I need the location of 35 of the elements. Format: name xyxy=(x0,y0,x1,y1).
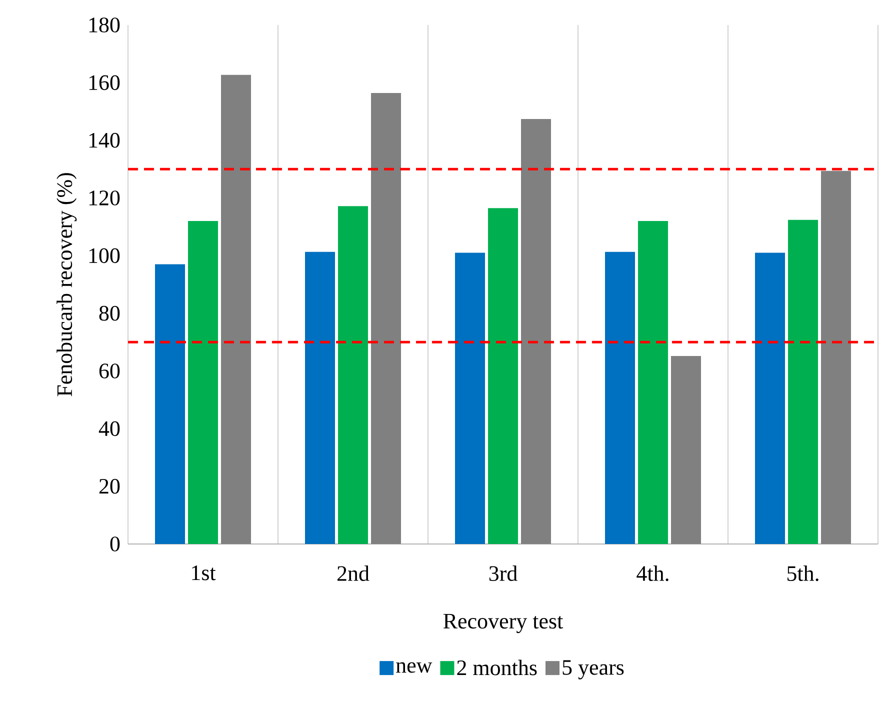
x-tick-label: 3rd xyxy=(489,566,518,582)
x-tick-label: 2nd xyxy=(337,566,370,582)
bar xyxy=(155,264,186,544)
bar xyxy=(488,208,518,544)
y-tick-label: 160 xyxy=(89,75,120,90)
bar xyxy=(221,74,252,544)
legend-label: new xyxy=(396,662,432,673)
y-tick-label: 60 xyxy=(99,364,120,378)
bar xyxy=(605,252,636,544)
x-axis-title: Recovery test xyxy=(443,614,564,634)
bar xyxy=(521,118,552,544)
y-tick-label: 120 xyxy=(89,190,120,206)
y-tick-label: 40 xyxy=(98,421,120,436)
y-tick-label: 80 xyxy=(99,306,120,321)
bar xyxy=(638,221,668,544)
bar xyxy=(821,170,852,544)
y-tick-label: 100 xyxy=(89,248,120,264)
x-tick-label: 1st xyxy=(192,566,216,580)
bar xyxy=(788,220,818,544)
bar xyxy=(455,252,486,544)
y-tick-label: 0 xyxy=(110,536,120,552)
bar xyxy=(305,252,336,544)
y-tick-label: 180 xyxy=(89,18,120,32)
x-tick-label: 5th. xyxy=(787,566,818,582)
legend-label: 5 years xyxy=(562,660,624,680)
legend-label: 2 months xyxy=(457,660,537,676)
bar xyxy=(671,356,702,544)
y-tick-label: 20 xyxy=(99,478,120,494)
x-tick-label: 4th. xyxy=(636,566,668,582)
bar xyxy=(338,206,368,544)
y-axis-title: Fenobucarb recovery (%) xyxy=(56,173,77,396)
bar xyxy=(188,221,218,544)
bar xyxy=(755,252,786,544)
bar xyxy=(371,93,402,544)
y-tick-label: 140 xyxy=(89,132,120,148)
